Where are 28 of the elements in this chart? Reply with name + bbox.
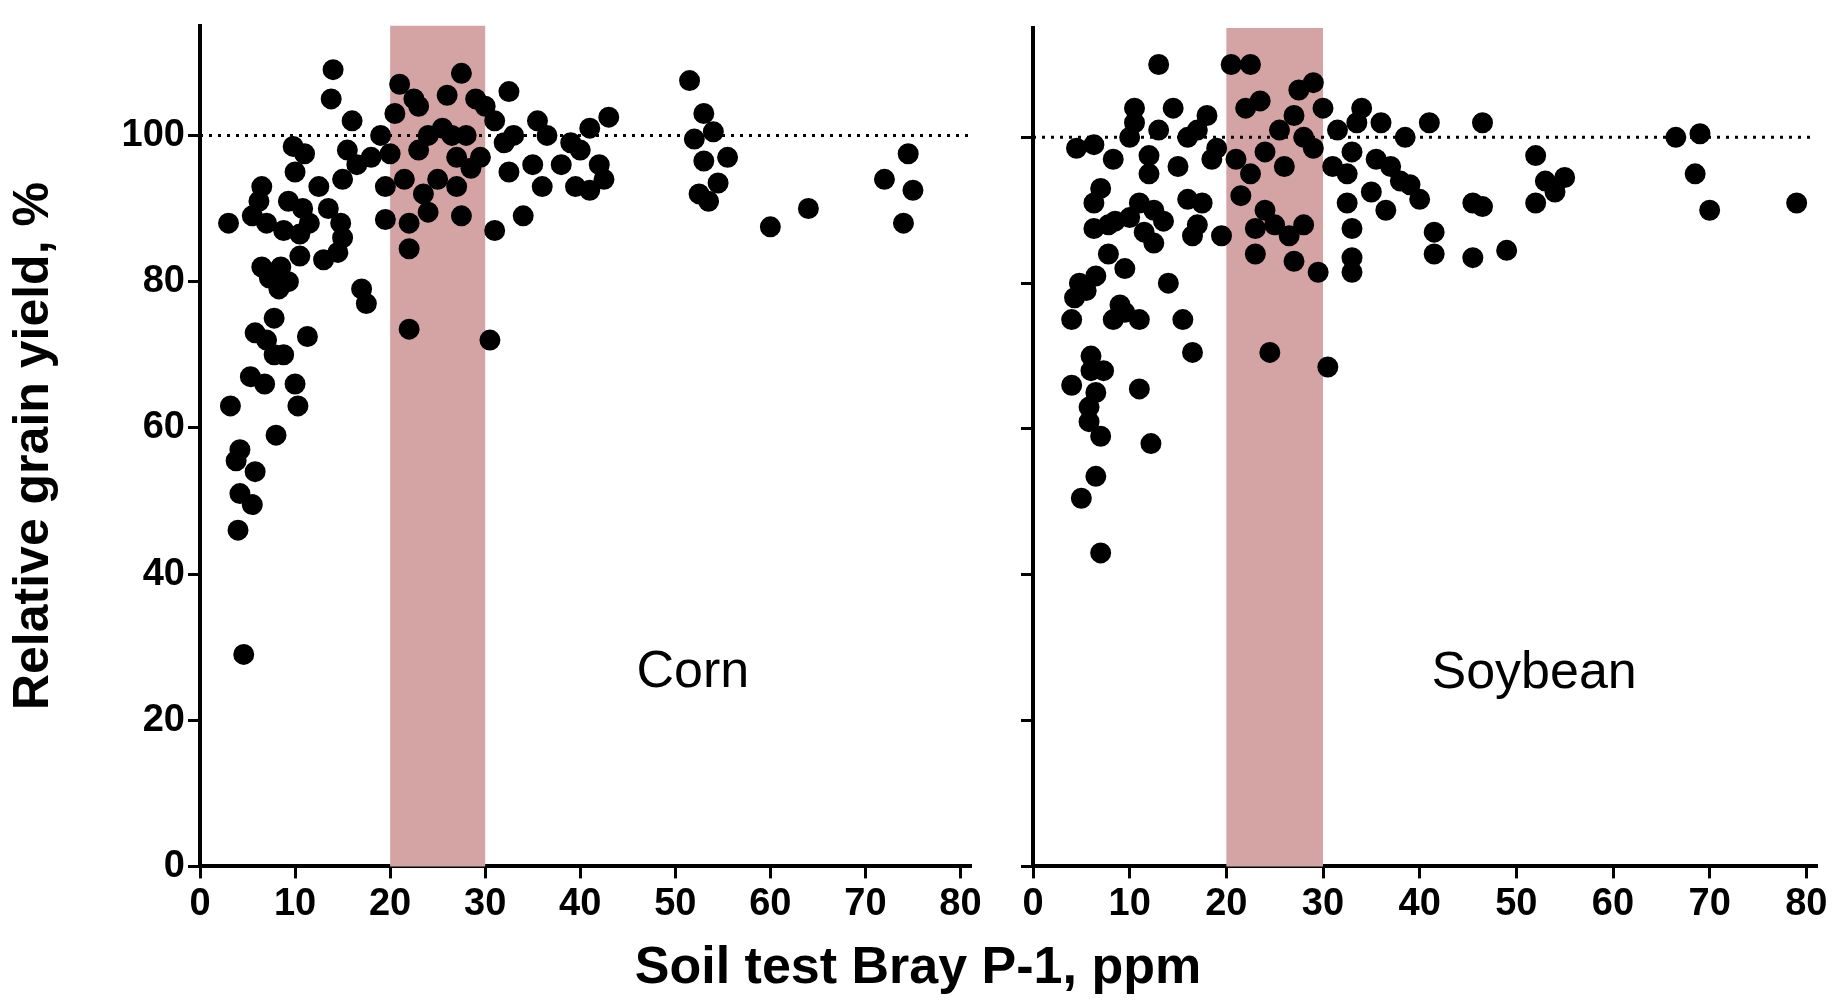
y-axis-title: Relative grain yield, % <box>2 182 59 711</box>
x-tick-label: 30 <box>1301 880 1345 923</box>
x-tick-label: 10 <box>1108 880 1151 923</box>
x-tick-label: 80 <box>939 880 982 923</box>
x-tick-label: 20 <box>1205 880 1248 923</box>
x-tick-label: 70 <box>844 880 887 923</box>
y-tick-label: 40 <box>142 550 185 593</box>
x-tick-label: 0 <box>1022 880 1044 923</box>
x-tick-label: 50 <box>1495 880 1538 923</box>
annotation: Soybean <box>1431 640 1637 699</box>
x-tick-label: 40 <box>559 880 602 923</box>
x-tick-label: 50 <box>654 880 697 923</box>
y-tick-label: 20 <box>142 696 185 739</box>
x-tick-label: 20 <box>368 880 412 923</box>
y-tick-label: 80 <box>142 258 185 301</box>
x-tick-label: 10 <box>273 880 317 923</box>
y-tick-label: 60 <box>142 404 185 447</box>
x-tick-label: 60 <box>749 880 792 923</box>
x-tick-label: 30 <box>464 880 507 923</box>
x-axis-title: Soil test Bray P-1, ppm <box>633 935 1203 995</box>
y-tick-label: 100 <box>121 111 185 154</box>
x-tick-label: 80 <box>1785 880 1828 923</box>
annotation: Corn <box>636 640 750 699</box>
x-tick-label: 40 <box>1398 880 1441 923</box>
y-tick-label: 0 <box>163 842 185 885</box>
x-tick-label: 70 <box>1688 880 1731 923</box>
x-tick-label: 0 <box>189 880 211 923</box>
x-tick-label: 60 <box>1591 880 1635 923</box>
